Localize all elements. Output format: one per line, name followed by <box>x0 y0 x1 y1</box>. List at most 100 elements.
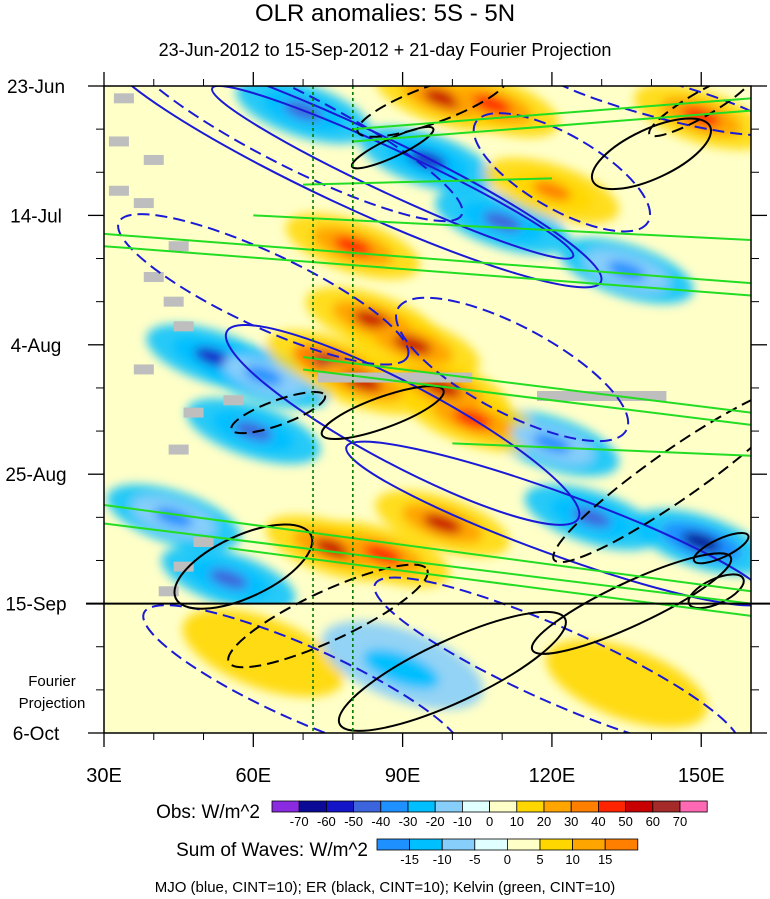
colorbar-tick-label: -20 <box>426 814 445 829</box>
missing-data-cell <box>168 444 189 455</box>
colorbar-swatch <box>679 800 708 813</box>
missing-data-cell <box>183 407 204 418</box>
kelvin-contour <box>104 245 751 297</box>
colorbar-tick-label: 70 <box>673 814 687 829</box>
colorbar-tick-label: -60 <box>317 814 336 829</box>
projection-blob-core <box>363 649 440 689</box>
obs-blob-core <box>473 94 512 115</box>
obs-blob-core <box>353 310 392 330</box>
colorbar-tick-label: 50 <box>618 814 632 829</box>
projection-blob <box>545 639 708 728</box>
missing-data-cell <box>113 93 134 104</box>
missing-data-cell <box>143 154 164 165</box>
colorbar-swatch <box>625 800 654 813</box>
mjo-contour <box>117 213 410 366</box>
colorbar-swatch <box>652 800 681 813</box>
er-contour <box>648 86 751 138</box>
er-contour <box>530 552 733 655</box>
colorbar-swatch <box>474 838 508 851</box>
obs-blob-core <box>532 180 572 201</box>
colorbar-swatch <box>461 800 490 813</box>
chart-title: OLR anomalies: 5S - 5N <box>254 0 516 27</box>
projection-blob-layer <box>182 608 708 728</box>
er-contour <box>230 390 327 435</box>
mjo-contour <box>535 86 751 137</box>
colorbar-tick-label: 40 <box>591 814 605 829</box>
colorbar-tick-label: 5 <box>536 852 543 867</box>
y-tick-label: 25-Aug <box>5 465 66 486</box>
er-contour <box>590 117 713 191</box>
projection-label: Projection <box>19 695 86 712</box>
colorbar-tick-label: 10 <box>565 852 579 867</box>
mjo-contour <box>345 440 751 607</box>
kelvin-contour <box>302 368 751 426</box>
kelvin-contour <box>104 522 751 605</box>
obs-blob-core <box>607 261 646 281</box>
colorbar-swatch <box>489 800 518 813</box>
plot-frame <box>103 85 752 734</box>
obs-blob-core <box>234 421 273 441</box>
colorbar-swatch <box>604 838 639 851</box>
missing-data-cell <box>163 296 184 307</box>
x-tick-label: 60E <box>236 765 272 787</box>
colorbar-tick-label: 60 <box>646 814 660 829</box>
missing-data-cell <box>536 391 667 402</box>
x-tick-label: 90E <box>385 765 421 787</box>
missing-data-cell <box>168 241 189 252</box>
missing-data-cell <box>318 372 473 383</box>
colorbar-tick-label: -5 <box>469 852 481 867</box>
missing-data-cell <box>133 198 154 209</box>
colorbar-swatch <box>572 838 606 851</box>
colorbar-swatch <box>407 800 436 813</box>
kelvin-contour <box>104 504 751 593</box>
kelvin-contour <box>352 109 751 143</box>
colorbar-tick-label: 10 <box>510 814 524 829</box>
colorbar-tick-label: -10 <box>433 852 452 867</box>
colorbar-swatch <box>434 800 463 813</box>
waves-colorbar: Sum of Waves: W/m^2 -15 -10 -5 0 5 10 15 <box>176 838 639 867</box>
obs-blob-core <box>194 347 233 367</box>
y-tick-label: 14-Jul <box>10 206 62 227</box>
colorbar-swatch <box>298 800 327 813</box>
er-contour <box>337 610 567 732</box>
kelvin-contour <box>352 97 751 131</box>
mjo-contour <box>104 86 603 289</box>
colorbar-label: Obs: W/m^2 <box>156 802 260 823</box>
colorbar-tick-label: 0 <box>486 814 493 829</box>
mjo-contour <box>122 86 464 223</box>
x-tick-label: 150E <box>678 765 725 787</box>
colorbar-swatch <box>271 800 300 813</box>
colorbar-tick-label: -30 <box>399 814 418 829</box>
colorbar-swatch <box>570 800 599 813</box>
kelvin-contour <box>452 442 751 457</box>
colorbar-swatch <box>506 838 541 851</box>
missing-data-cell <box>173 561 194 572</box>
y-tick-label: 15-Sep <box>5 595 66 616</box>
obs-blob-core <box>333 236 373 257</box>
missing-data-cell <box>108 136 129 147</box>
obs-blob-core <box>572 507 611 528</box>
colorbar-swatch <box>516 800 545 813</box>
kelvin-contour <box>302 356 751 414</box>
obs-anomaly-field <box>106 86 751 612</box>
projection-field <box>104 603 751 733</box>
missing-data-cell <box>223 395 244 406</box>
colorbar-tick-label: -40 <box>371 814 390 829</box>
colorbar-swatch <box>325 800 354 813</box>
obs-blob-core <box>408 150 447 170</box>
kelvin-contour <box>303 177 552 186</box>
missing-data-cell <box>143 272 164 283</box>
colorbar-tick-label: -10 <box>453 814 472 829</box>
mjo-contour <box>224 323 581 526</box>
x-tick-label: 120E <box>529 765 576 787</box>
colorbar-swatch <box>353 800 382 813</box>
mjo-contour <box>373 576 741 733</box>
projection-label: Fourier <box>28 673 76 690</box>
er-contour <box>552 385 751 564</box>
colorbar-tick-label: -15 <box>400 852 419 867</box>
obs-blob-core <box>682 532 721 552</box>
chart-subtitle: 23-Jun-2012 to 15-Sep-2012 + 21-day Four… <box>158 40 612 60</box>
colorbar-swatch <box>441 838 476 851</box>
axes: 30E 60E 90E 120E 150E 23-Jun 14-Jul 4-Aug 25-Aug… <box>5 72 770 787</box>
obs-blob-core <box>682 107 721 127</box>
